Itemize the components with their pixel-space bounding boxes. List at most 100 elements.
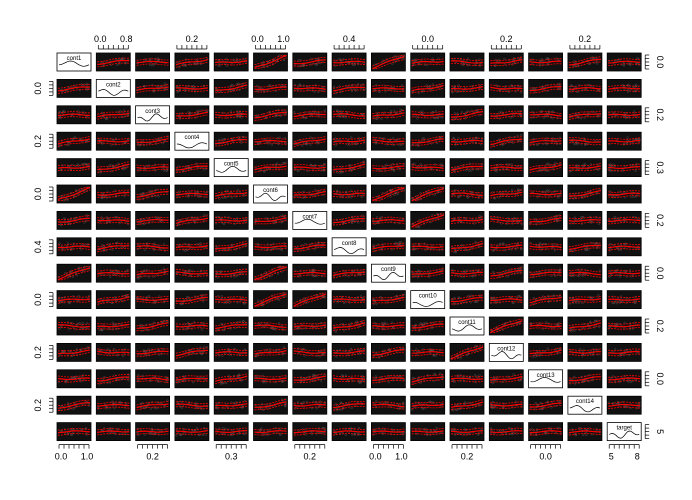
diagonal-label: cont2	[106, 82, 121, 88]
scatter-panel-r2-c12	[528, 105, 563, 125]
spread-line	[568, 89, 601, 93]
smoother-line	[333, 113, 366, 117]
panel-frame	[449, 158, 485, 178]
scatter-panel-r10-c2	[135, 316, 171, 336]
scatter-panel-r2-c0	[56, 105, 92, 125]
data-point	[122, 109, 126, 112]
spread-line	[529, 58, 562, 61]
scatter-panel-r3-c9	[410, 131, 446, 151]
spread-line	[372, 89, 405, 92]
spread-line	[215, 116, 248, 119]
scatter-panel-r9-c10	[449, 290, 485, 310]
data-point	[495, 84, 498, 87]
scatter-panel-r8-c7	[331, 263, 367, 283]
density-curve	[98, 89, 129, 96]
density-curve	[137, 113, 168, 122]
spread-line	[254, 84, 287, 88]
scatter-panel-r8-c6	[292, 263, 328, 283]
scatter-panel-r12-c0	[56, 369, 92, 389]
data-point	[229, 110, 232, 113]
data-point	[413, 58, 416, 61]
diagonal-panel-cont8: cont8	[331, 237, 367, 257]
data-point	[315, 63, 318, 66]
scatter-panel-r5-c0	[56, 184, 92, 204]
data-point	[225, 57, 228, 60]
panel-frame	[331, 79, 367, 98]
smoother-line	[332, 86, 366, 92]
scatter-panel-r5-c12	[528, 184, 563, 204]
scatter-panel-r1-c8	[370, 79, 406, 98]
scatter-panel-r2-c7	[331, 105, 367, 125]
panel-frame	[174, 105, 210, 125]
spread-line	[450, 88, 484, 92]
spread-line	[333, 110, 366, 114]
data-point	[342, 58, 345, 61]
spread-line	[293, 89, 326, 93]
spread-line	[97, 62, 130, 68]
smoother-line	[372, 56, 405, 70]
diagonal-label: cont10	[419, 294, 438, 300]
spread-line	[175, 56, 208, 63]
diagonal-panel-cont6: cont6	[253, 184, 288, 204]
spread-line	[372, 58, 405, 69]
diagonal-label: cont8	[342, 241, 357, 247]
data-point	[231, 84, 234, 87]
smoother-line	[293, 113, 326, 118]
scatter-panel-r0-c10	[449, 52, 485, 72]
scatter-panel-r2-c14	[606, 105, 642, 125]
scatter-panel-r6-c4	[213, 210, 249, 230]
scatter-panel-r7-c6	[292, 237, 328, 257]
scatter-panel-r1-c11	[488, 79, 524, 98]
scatter-panel-r6-c1	[95, 210, 131, 230]
spread-line	[608, 58, 641, 61]
scatter-panel-r9-c7	[331, 290, 367, 310]
scatter-panel-r1-c14	[606, 79, 642, 98]
scatter-panel-r3-c11	[488, 131, 524, 151]
data-point	[340, 59, 343, 63]
scatter-panel-r12-c1	[95, 369, 131, 389]
spread-line	[293, 116, 326, 120]
data-point	[577, 90, 580, 93]
smoother-line	[215, 60, 248, 64]
scatter-panel-r7-c11	[488, 237, 524, 257]
smoother-line	[450, 60, 484, 64]
spread-line	[608, 63, 641, 66]
scatter-panel-r4-c0	[56, 158, 92, 178]
scatter-panel-r0-c8	[370, 52, 406, 72]
diagonal-label: cont4	[185, 135, 200, 141]
scatter-panel-r11-c0	[56, 342, 92, 362]
data-point	[270, 85, 274, 88]
smoother-line	[175, 87, 208, 90]
scatter-panel-r9-c5	[253, 290, 288, 310]
scatter-panel-r7-c1	[95, 237, 131, 257]
scatter-panel-r3-c13	[567, 131, 603, 151]
smoother-line	[254, 111, 287, 119]
scatter-panel-r5-c10	[449, 184, 485, 204]
spread-line	[215, 111, 248, 114]
spread-line	[215, 82, 248, 89]
smoother-line	[372, 87, 405, 90]
smoother-line	[333, 377, 366, 380]
data-point	[334, 59, 337, 62]
spread-line	[411, 82, 444, 89]
scatter-panel-r10-c9	[410, 316, 446, 336]
scatter-panel-r1-c5	[253, 79, 288, 98]
scatter-panel-r8-c0	[56, 263, 92, 283]
smoother-line	[136, 86, 169, 91]
panel-frame	[56, 105, 92, 125]
scatter-panel-r10-c7	[331, 316, 367, 336]
spread-line	[215, 87, 248, 94]
data-point	[546, 57, 549, 60]
scatter-panel-r2-c9	[410, 105, 446, 125]
data-point	[503, 57, 506, 60]
smoother-line	[215, 84, 248, 91]
smoother-line	[97, 112, 130, 118]
data-point	[627, 90, 630, 93]
scatter-panel-r4-c14	[606, 158, 642, 178]
scatter-panel-r4-c1	[95, 158, 131, 178]
scatter-panel-r8-c1	[95, 263, 131, 283]
spread-line	[215, 62, 248, 66]
data-point	[578, 84, 581, 87]
scatter-panel-r10-c8	[370, 316, 406, 336]
